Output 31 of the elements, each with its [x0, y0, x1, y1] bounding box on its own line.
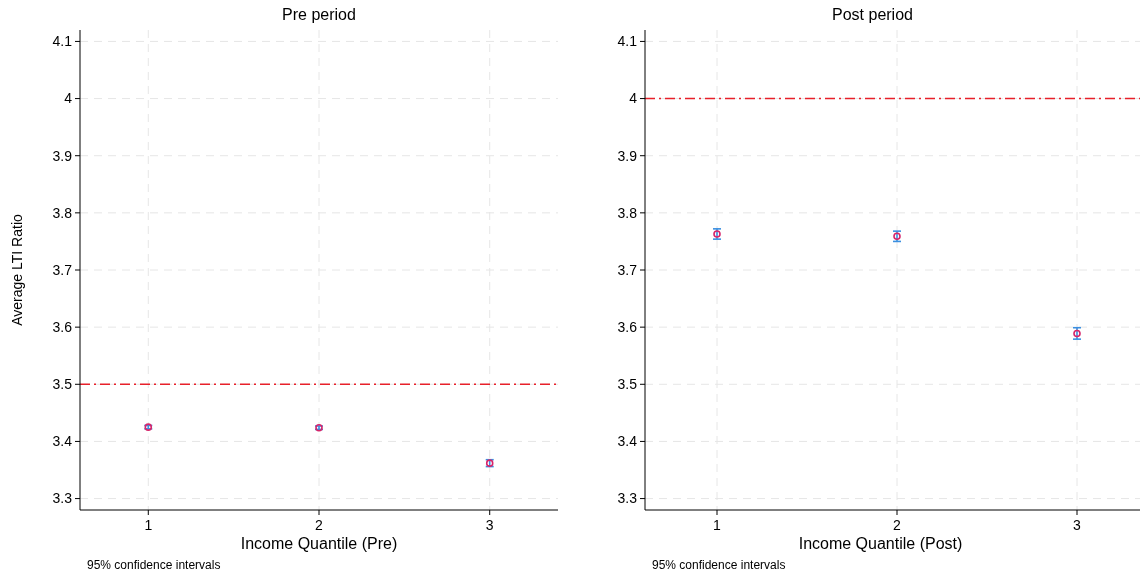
y-tick-label: 3.5	[617, 376, 638, 393]
y-tick-label: 3.6	[617, 319, 638, 336]
y-tick-label: 3.9	[617, 147, 638, 164]
y-tick-label: 3.6	[52, 319, 73, 336]
x-tick-label: 2	[315, 517, 324, 533]
x-axis-title: Income Quantile (Pre)	[240, 535, 398, 552]
x-tick-label: 3	[1073, 517, 1082, 533]
y-tick-label: 3.8	[52, 204, 73, 221]
x-tick-label: 2	[893, 517, 902, 533]
y-tick-label: 3.3	[52, 490, 73, 507]
y-tick-label: 4	[629, 90, 638, 107]
y-tick-label: 3.5	[52, 376, 73, 393]
text: 95% confidence intervals	[652, 558, 786, 572]
y-tick-label: 4.1	[617, 33, 638, 50]
y-axis-title: Average LTI Ratio	[9, 214, 25, 326]
y-tick-label: 3.4	[52, 433, 73, 450]
y-tick-label: 3.4	[617, 433, 638, 450]
text: 95% confidence intervals	[87, 558, 221, 572]
y-tick-label: 3.9	[52, 147, 73, 164]
chart-title: Post period	[832, 6, 913, 23]
chart-title: Pre period	[282, 6, 356, 23]
y-tick-label: 3.8	[617, 204, 638, 221]
x-tick-label: 1	[713, 517, 722, 533]
y-tick-label: 3.3	[617, 490, 638, 507]
y-tick-label: 4	[64, 90, 73, 107]
x-tick-label: 3	[485, 517, 494, 533]
y-tick-label: 4.1	[52, 33, 73, 50]
x-tick-label: 1	[144, 517, 153, 533]
x-axis-title: Income Quantile (Post)	[798, 535, 963, 552]
y-tick-label: 3.7	[617, 261, 638, 278]
y-tick-label: 3.7	[52, 261, 73, 278]
